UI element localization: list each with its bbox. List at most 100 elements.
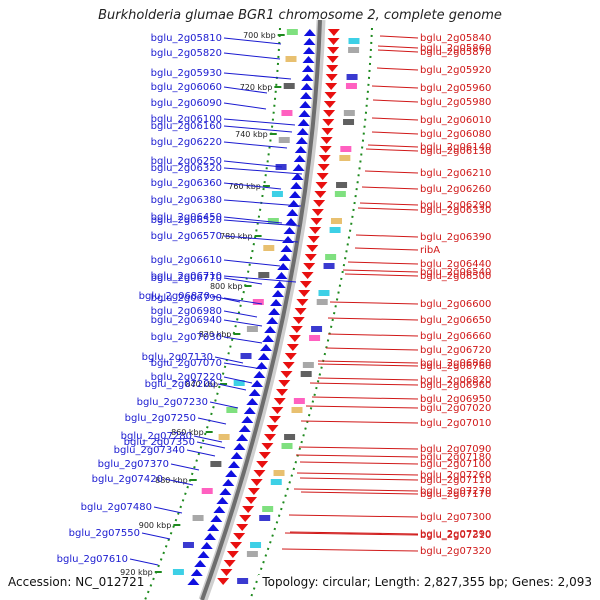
gene-label-left[interactable]: bglu_2g07370 xyxy=(98,459,169,470)
gene-label-right[interactable]: bglu_2g06650 xyxy=(420,315,491,326)
gene-label-left[interactable]: bglu_2g06060 xyxy=(151,82,222,93)
gene-label-left[interactable]: bglu_2g06520 xyxy=(151,215,222,226)
gene-label-left[interactable]: bglu_2g07230 xyxy=(137,397,208,408)
gene-label-left[interactable]: bglu_2g06100 xyxy=(151,114,222,125)
gene-label-right[interactable]: bglu_2g07320 xyxy=(420,546,491,557)
gene-label-right[interactable]: bglu_2g07170 xyxy=(420,489,491,500)
gene-label-right[interactable]: bglu_2g06290 xyxy=(420,200,491,211)
reverse-gene-arrow xyxy=(325,74,338,81)
gene-label-right[interactable]: bglu_2g05840 xyxy=(420,33,491,44)
gene-label-left[interactable]: bglu_2g06450 xyxy=(151,212,222,223)
gene-leader-line xyxy=(288,514,419,518)
gene-label-right[interactable]: bglu_2g05870 xyxy=(420,47,491,58)
gene-block xyxy=(192,515,204,521)
gene-label-left[interactable]: bglu_2g06870 xyxy=(139,291,210,302)
gene-leader-line xyxy=(223,216,283,224)
gene-label-left[interactable]: bglu_2g07550 xyxy=(69,528,140,539)
gene-label-left[interactable]: bglu_2g07030 xyxy=(151,332,222,343)
gene-label-left[interactable]: bglu_2g06770 xyxy=(151,273,222,284)
gene-label-left[interactable]: bglu_2g07340 xyxy=(114,445,185,456)
gene-label-left[interactable]: bglu_2g06360 xyxy=(151,178,222,189)
gene-label-right[interactable]: bglu_2g06540 xyxy=(420,267,491,278)
gene-label-right[interactable]: bglu_2g06330 xyxy=(420,205,491,216)
gene-label-left[interactable]: bglu_2g06380 xyxy=(151,195,222,206)
gene-label-right[interactable]: bglu_2g07300 xyxy=(420,512,491,523)
gene-label-left[interactable]: bglu_2g07610 xyxy=(57,554,128,565)
gene-label-right[interactable]: bglu_2g06010 xyxy=(420,115,491,126)
gene-label-left[interactable]: bglu_2g07130 xyxy=(142,352,213,363)
reverse-gene-arrow xyxy=(310,218,323,225)
gene-label-left[interactable]: bglu_2g07250 xyxy=(125,413,196,424)
gene-leader-line xyxy=(223,125,293,133)
gene-label-left[interactable]: bglu_2g05820 xyxy=(151,48,222,59)
gene-label-right[interactable]: bglu_2g06760 xyxy=(420,361,491,372)
gene-block xyxy=(302,362,314,368)
gene-label-right[interactable]: bglu_2g07100 xyxy=(420,459,491,470)
gene-label-right[interactable]: bglu_2g06260 xyxy=(420,184,491,195)
gene-label-left[interactable]: bglu_2g07070 xyxy=(151,358,222,369)
gene-leader-line xyxy=(377,45,419,49)
gene-leader-line xyxy=(344,273,419,277)
forward-gene-arrow xyxy=(270,299,283,306)
gene-label-right[interactable]: bglu_2g07260 xyxy=(420,470,491,481)
gene-label-right[interactable]: bglu_2g07020 xyxy=(420,403,491,414)
gene-label-left[interactable]: bglu_2g06320 xyxy=(151,163,222,174)
reverse-gene-arrow xyxy=(311,209,324,216)
gene-label-left[interactable]: bglu_2g07200 xyxy=(145,379,216,390)
gene-label-right[interactable]: bglu_2g06140 xyxy=(420,142,491,153)
gene-label-right[interactable]: bglu_2g07010 xyxy=(420,418,491,429)
gene-label-left[interactable]: bglu_2g05810 xyxy=(151,33,222,44)
reverse-gene-arrow xyxy=(313,200,326,207)
gene-label-right[interactable]: bglu_2g07310 xyxy=(420,530,491,541)
gene-label-right[interactable]: ribA xyxy=(420,245,440,256)
gene-label-left[interactable]: bglu_2g06570 xyxy=(151,231,222,242)
gene-label-right[interactable]: bglu_2g06440 xyxy=(420,259,491,270)
gene-label-left[interactable]: bglu_2g07220 xyxy=(151,372,222,383)
gene-label-right[interactable]: bglu_2g07270 xyxy=(420,486,491,497)
gene-label-left[interactable]: bglu_2g06250 xyxy=(151,156,222,167)
gene-label-right[interactable]: bglu_2g06660 xyxy=(420,331,491,342)
gene-label-right[interactable]: bglu_2g06500 xyxy=(420,271,491,282)
gene-label-right[interactable]: bglu_2g07180 xyxy=(420,452,491,463)
gene-label-right[interactable]: bglu_2g06860 xyxy=(420,358,491,369)
gene-label-left[interactable]: bglu_2g05930 xyxy=(151,68,222,79)
gene-leader-line xyxy=(211,295,241,303)
reverse-gene-arrow xyxy=(321,128,334,135)
gene-label-right[interactable]: bglu_2g06950 xyxy=(420,394,491,405)
gene-leader-line xyxy=(186,449,216,457)
gene-label-right[interactable]: bglu_2g05860 xyxy=(420,43,491,54)
gene-label-right[interactable]: bglu_2g06390 xyxy=(420,232,491,243)
gene-label-left[interactable]: bglu_2g06710 xyxy=(151,271,222,282)
gene-label-right[interactable]: bglu_2g06080 xyxy=(420,129,491,140)
gene-label-left[interactable]: bglu_2g06610 xyxy=(151,255,222,266)
gene-label-left[interactable]: bglu_2g06790 xyxy=(151,293,222,304)
gene-label-left[interactable]: bglu_2g06090 xyxy=(151,98,222,109)
gene-label-right[interactable]: bglu_2g06820 xyxy=(420,375,491,386)
gene-leader-line xyxy=(364,170,419,174)
gene-label-left[interactable]: bglu_2g06940 xyxy=(151,315,222,326)
reverse-gene-arrow xyxy=(309,227,322,234)
gene-label-right[interactable]: bglu_2g05980 xyxy=(420,97,491,108)
gene-label-left[interactable]: bglu_2g07280 xyxy=(121,431,192,442)
gene-label-right[interactable]: bglu_2g06960 xyxy=(420,380,491,391)
gene-label-left[interactable]: bglu_2g06220 xyxy=(151,137,222,148)
gene-label-right[interactable]: bglu_2g07090 xyxy=(420,444,491,455)
reverse-gene-arrow xyxy=(317,164,330,171)
gene-label-right[interactable]: bglu_2g07290 xyxy=(420,529,491,540)
gene-label-right[interactable]: bglu_2g07110 xyxy=(420,475,491,486)
reverse-gene-arrow xyxy=(315,182,328,189)
gene-label-right[interactable]: bglu_2g06210 xyxy=(420,168,491,179)
gene-label-left[interactable]: bglu_2g07350 xyxy=(124,437,195,448)
gene-label-left[interactable]: bglu_2g06160 xyxy=(151,121,222,132)
gene-label-right[interactable]: bglu_2g05960 xyxy=(420,83,491,94)
gene-label-right[interactable]: bglu_2g06600 xyxy=(420,299,491,310)
gene-label-left[interactable]: bglu_2g07420 xyxy=(92,474,163,485)
gene-label-right[interactable]: bglu_2g05920 xyxy=(420,65,491,76)
gene-label-left[interactable]: bglu_2g06980 xyxy=(151,306,222,317)
gene-label-right[interactable]: bglu_2g06130 xyxy=(420,146,491,157)
gene-label-right[interactable]: bglu_2g06720 xyxy=(420,345,491,356)
topology-summary: Topology: circular; Length: 2,827,355 bp… xyxy=(258,575,592,589)
gene-label-left[interactable]: bglu_2g07480 xyxy=(81,502,152,513)
gene-leader-line xyxy=(223,118,296,126)
gene-block xyxy=(273,470,285,476)
